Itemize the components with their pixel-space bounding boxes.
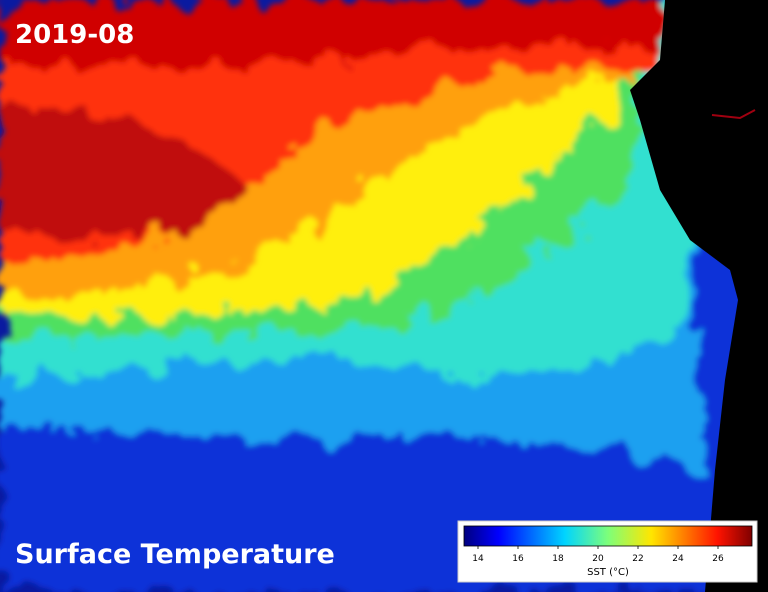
colorbar-label: SST (°C) [587,567,629,578]
colorbar-tick-label: 20 [592,554,604,564]
colorbar-tick-label: 14 [472,554,484,564]
colorbar-tick-label: 22 [632,554,643,564]
map-caption: Surface Temperature [15,539,335,570]
colorbar-tick-label: 26 [712,554,724,564]
colorbar-tick-label: 16 [512,554,524,564]
colorbar-tick-label: 24 [672,554,684,564]
colorbar-tick-label: 18 [552,554,564,564]
colorbar-ramp [463,525,753,547]
date-title: 2019-08 [15,20,134,50]
colorbar: SST (°C) 14 16 18 20 22 24 26 [457,520,758,583]
